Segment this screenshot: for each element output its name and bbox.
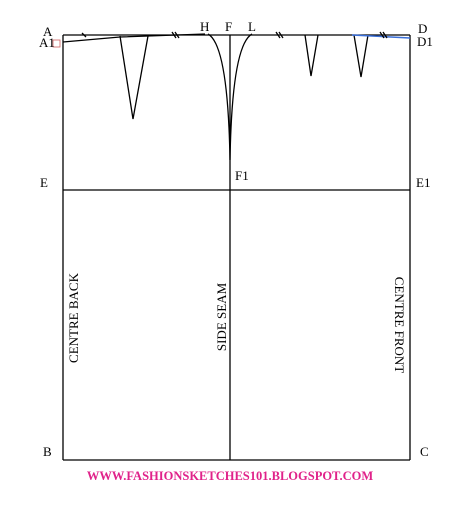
label-h: H bbox=[200, 19, 209, 34]
front-waist-curve bbox=[351, 34, 411, 39]
back-dart bbox=[119, 35, 149, 120]
label-f1: F1 bbox=[235, 168, 249, 183]
label-e: E bbox=[40, 175, 48, 190]
centre-front-label: CENTRE FRONT bbox=[392, 277, 407, 373]
label-c: C bbox=[420, 444, 429, 459]
label-l: L bbox=[248, 19, 256, 34]
a1-marker bbox=[52, 39, 61, 48]
front-dart-2 bbox=[353, 34, 369, 78]
label-f: F bbox=[225, 19, 232, 34]
centre-back-label: CENTRE BACK bbox=[66, 272, 81, 363]
front-dart-1 bbox=[304, 34, 319, 77]
label-d1: D1 bbox=[417, 34, 433, 49]
label-a1: A1 bbox=[39, 35, 55, 50]
label-d: D bbox=[418, 21, 427, 36]
label-e1: E1 bbox=[416, 175, 430, 190]
watermark: WWW.FASHIONSKETCHES101.BLOGSPOT.COM bbox=[87, 469, 373, 483]
side-seam-label: SIDE SEAM bbox=[214, 282, 229, 351]
label-a: A bbox=[43, 24, 53, 39]
label-b: B bbox=[43, 444, 52, 459]
side-curve bbox=[207, 33, 253, 161]
notches bbox=[81, 31, 388, 39]
